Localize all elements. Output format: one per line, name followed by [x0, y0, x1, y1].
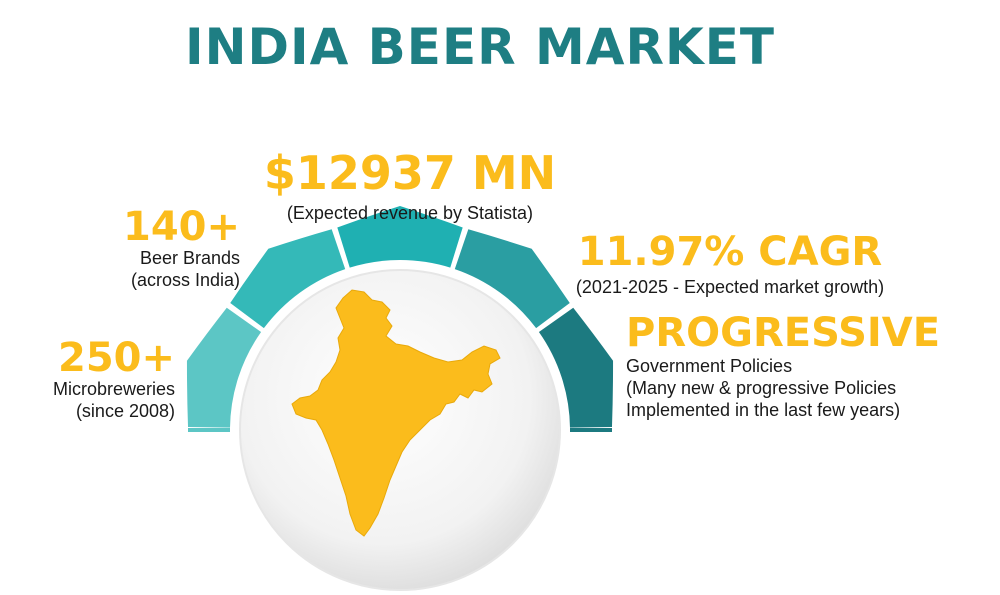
stat-revenue: $12937 MN (Expected revenue by Statista): [240, 150, 580, 224]
brands-line1: Beer Brands: [139, 248, 240, 268]
microbreweries-line1: Microbreweries: [52, 379, 175, 399]
brands-value: 140+: [122, 204, 240, 250]
policies-line3: Implemented in the last few years): [626, 400, 901, 420]
segment-revenue: [337, 206, 463, 268]
segment-cagr: [454, 229, 570, 329]
microbreweries-line2: (since 2008): [75, 401, 175, 421]
cagr-caption: (2021-2025 - Expected market growth): [575, 277, 885, 297]
stat-policies: PROGRESSIVE Government Policies (Many ne…: [626, 313, 986, 421]
policies-line2: (Many new & progressive Policies: [626, 378, 897, 398]
microbreweries-value: 250+: [57, 335, 175, 381]
stat-cagr: 11.97% CAGR (2021-2025 - Expected market…: [540, 232, 920, 298]
revenue-value: $12937 MN: [263, 146, 557, 200]
cagr-value: 11.97% CAGR: [577, 229, 883, 275]
segment-policies: [538, 307, 614, 428]
policies-line1: Government Policies: [626, 356, 793, 376]
stat-microbreweries: 250+ Microbreweries (since 2008): [10, 338, 175, 422]
segment-microbreweries: [186, 307, 262, 428]
stat-brands: 140+ Beer Brands (across India): [60, 207, 240, 291]
revenue-caption: (Expected revenue by Statista): [286, 203, 534, 223]
gauge-arc-icon: [186, 206, 614, 432]
policies-value: PROGRESSIVE: [626, 310, 941, 356]
page-title: INDIA BEER MARKET: [185, 18, 775, 76]
arc-end-left: [188, 428, 230, 432]
segment-brands: [230, 229, 346, 329]
arc-end-right: [570, 428, 612, 432]
india-map-icon: [291, 289, 501, 537]
brands-line2: (across India): [130, 270, 240, 290]
